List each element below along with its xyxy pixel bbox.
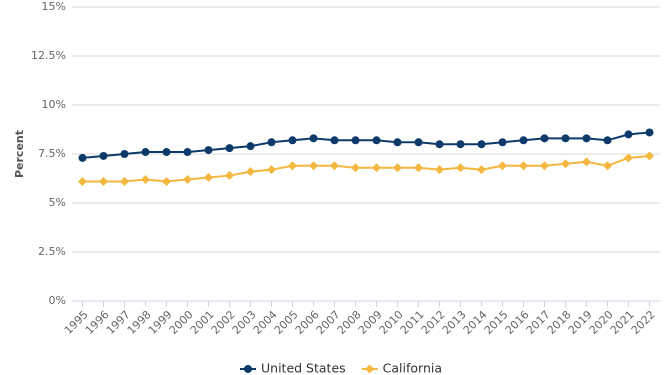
data-point xyxy=(582,157,591,167)
data-point xyxy=(603,136,612,145)
data-point xyxy=(99,151,108,160)
data-point xyxy=(120,176,129,186)
legend-label: United States xyxy=(261,361,346,375)
data-point xyxy=(141,174,150,184)
data-point xyxy=(225,144,234,153)
y-tick-label: 12.5% xyxy=(31,49,66,62)
y-tick-label: 15% xyxy=(42,0,66,13)
y-tick-label: 0% xyxy=(49,294,66,307)
data-point xyxy=(330,161,339,171)
data-point xyxy=(183,148,192,157)
data-point xyxy=(645,128,654,137)
y-tick-label: 2.5% xyxy=(38,245,66,258)
data-point xyxy=(78,176,87,186)
data-point xyxy=(267,165,276,175)
data-point xyxy=(246,142,255,151)
series-line xyxy=(82,131,650,159)
data-point xyxy=(414,138,423,147)
y-tick-label: 10% xyxy=(42,98,66,111)
data-point xyxy=(372,163,381,173)
data-point xyxy=(99,176,108,186)
data-point xyxy=(141,148,150,157)
data-point xyxy=(78,153,87,162)
data-point xyxy=(582,134,591,143)
data-point xyxy=(244,365,252,373)
data-point xyxy=(204,173,213,183)
data-point xyxy=(414,163,423,173)
data-point xyxy=(645,151,654,161)
data-point xyxy=(351,163,360,173)
data-point xyxy=(477,165,486,175)
data-point xyxy=(477,140,486,149)
data-point xyxy=(561,134,570,143)
data-point xyxy=(309,134,318,143)
data-point xyxy=(309,161,318,171)
data-point xyxy=(393,138,402,147)
data-point xyxy=(288,161,297,171)
data-point xyxy=(351,136,360,145)
data-point xyxy=(456,140,465,149)
data-point xyxy=(246,167,255,177)
data-point xyxy=(225,171,234,181)
legend-label: California xyxy=(383,361,442,375)
data-point xyxy=(456,163,465,173)
data-point xyxy=(498,161,507,171)
data-point xyxy=(393,163,402,173)
data-point xyxy=(330,136,339,145)
data-point xyxy=(561,159,570,169)
data-point xyxy=(435,140,444,149)
data-point xyxy=(624,153,633,163)
series-line xyxy=(82,154,650,183)
data-point xyxy=(183,174,192,184)
data-point xyxy=(162,148,171,157)
data-point xyxy=(519,161,528,171)
y-tick-label: 5% xyxy=(49,196,66,209)
data-point xyxy=(372,136,381,145)
data-point xyxy=(267,138,276,147)
data-point xyxy=(603,161,612,171)
x-tick-label: 2022 xyxy=(629,308,658,337)
data-point xyxy=(435,165,444,175)
data-point xyxy=(624,130,633,139)
y-axis-title: Percent xyxy=(13,130,26,178)
data-point xyxy=(120,150,129,158)
data-point xyxy=(288,136,297,145)
data-point xyxy=(365,364,375,374)
data-point xyxy=(204,146,213,155)
data-point xyxy=(540,161,549,171)
data-point xyxy=(162,176,171,186)
data-point xyxy=(519,136,528,145)
data-point xyxy=(498,138,507,147)
legend: United States California xyxy=(240,361,442,375)
y-tick-label: 7.5% xyxy=(38,147,66,160)
data-point xyxy=(540,134,549,143)
